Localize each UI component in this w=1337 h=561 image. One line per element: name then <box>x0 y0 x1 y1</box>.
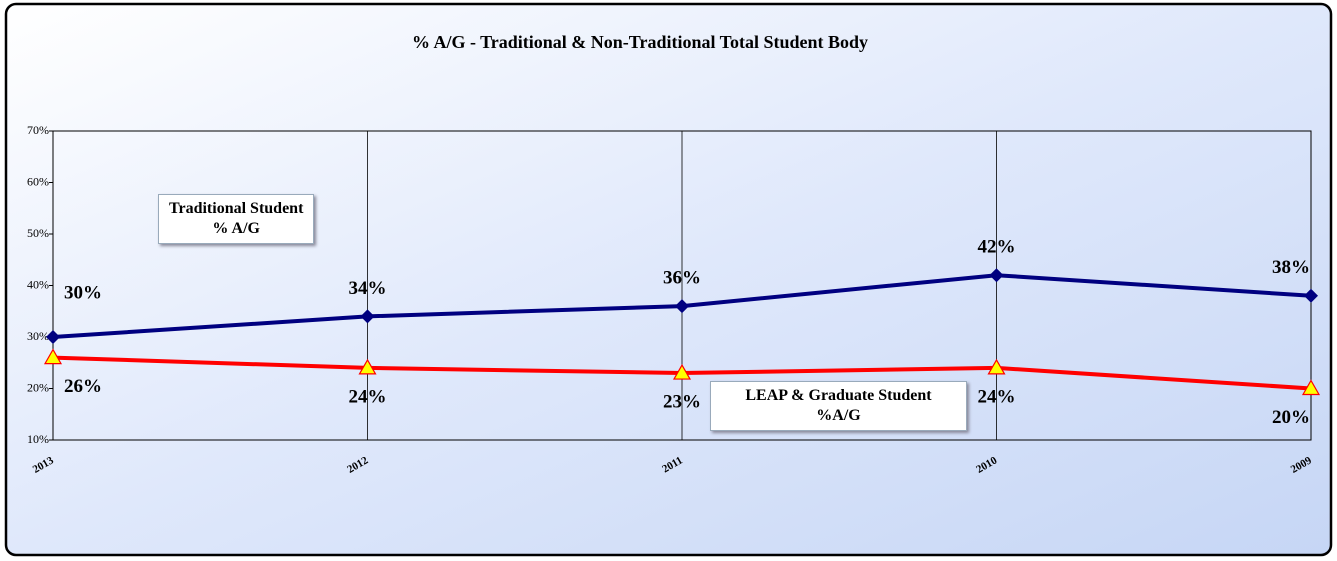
y-tick-label: 70% <box>27 123 49 137</box>
y-tick-label: 50% <box>27 226 49 240</box>
marker <box>989 268 1004 283</box>
data-label: 42% <box>978 237 1016 258</box>
data-label: 26% <box>64 376 102 397</box>
series-label: LEAP & Graduate Student %A/G <box>710 381 967 431</box>
y-tick-label: 10% <box>27 432 49 446</box>
data-label: 34% <box>349 278 387 299</box>
data-label: 24% <box>349 386 387 407</box>
chart-title: % A/G - Traditional & Non-Traditional To… <box>412 32 868 52</box>
marker <box>987 358 1006 375</box>
series-label: Traditional Student % A/G <box>158 194 315 244</box>
marker <box>1304 288 1318 303</box>
data-label: 30% <box>64 282 102 303</box>
y-tick-label: 20% <box>27 380 49 394</box>
marker <box>360 309 375 324</box>
y-tick-label: 40% <box>27 277 49 291</box>
chart-frame <box>4 2 1333 557</box>
marker <box>358 358 377 375</box>
data-label: 24% <box>978 386 1016 407</box>
marker <box>43 348 63 365</box>
marker <box>1301 379 1321 396</box>
y-tick-label: 60% <box>27 174 49 188</box>
data-label: 23% <box>663 391 701 412</box>
data-label: 20% <box>1272 407 1310 428</box>
y-tick-label: 30% <box>27 329 49 343</box>
data-label: 36% <box>663 267 701 288</box>
marker <box>672 363 692 380</box>
marker <box>46 330 60 344</box>
data-label: 38% <box>1272 257 1310 278</box>
marker <box>675 299 689 314</box>
